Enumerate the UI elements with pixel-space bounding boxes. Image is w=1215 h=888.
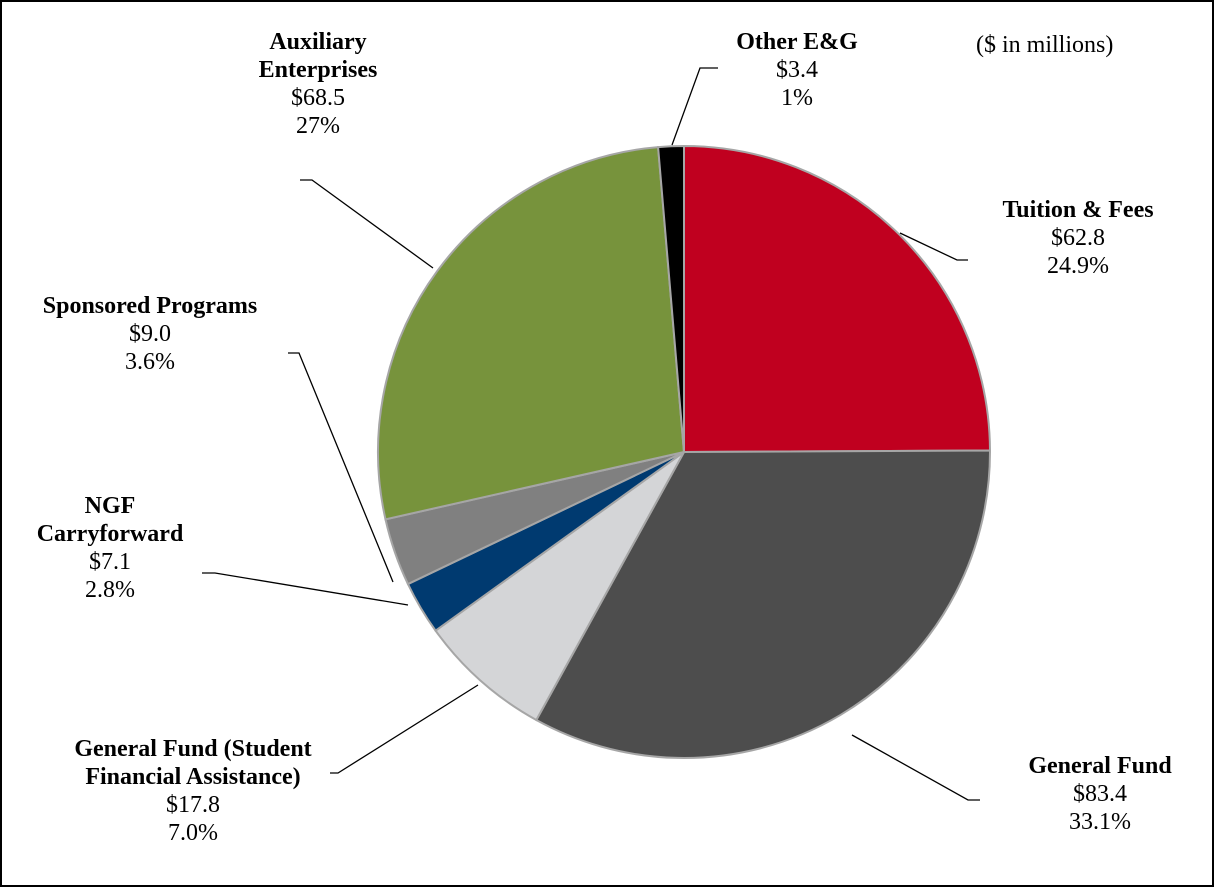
slice-label: General Fund (Student Financial Assistan… bbox=[43, 735, 343, 847]
category-label: Other E&G bbox=[736, 29, 858, 55]
subtitle: ($ in millions) bbox=[976, 32, 1114, 58]
pie-slice bbox=[657, 144, 685, 453]
category-label: NGF Carryforward bbox=[36, 493, 184, 547]
value-label: $7.1 bbox=[89, 549, 131, 575]
percent-label: 2.8% bbox=[85, 577, 135, 603]
leader-line bbox=[899, 232, 968, 261]
value-label: $62.8 bbox=[1051, 225, 1105, 251]
pie-slice bbox=[534, 449, 991, 759]
percent-label: 7.0% bbox=[168, 820, 218, 846]
pie-slice bbox=[377, 146, 686, 521]
slice-label: General Fund $83.4 33.1% bbox=[990, 752, 1210, 836]
value-label: $68.5 bbox=[291, 85, 345, 111]
percent-label: 33.1% bbox=[1069, 809, 1131, 835]
value-label: $83.4 bbox=[1073, 781, 1127, 807]
leader-line bbox=[330, 684, 479, 774]
leader-line bbox=[851, 734, 980, 801]
slice-label: Other E&G $3.4 1% bbox=[697, 28, 897, 112]
percent-label: 24.9% bbox=[1047, 253, 1109, 279]
leader-line bbox=[671, 67, 718, 146]
slice-label: Sponsored Programs $9.0 3.6% bbox=[5, 292, 295, 376]
category-label: General Fund (Student Financial Assistan… bbox=[74, 736, 312, 790]
category-label: Auxiliary Enterprises bbox=[258, 29, 378, 83]
category-label: Sponsored Programs bbox=[42, 293, 258, 319]
pie-slice bbox=[683, 144, 992, 454]
value-label: $9.0 bbox=[129, 321, 171, 347]
pie-slice bbox=[434, 451, 685, 722]
category-label: General Fund bbox=[1028, 753, 1172, 779]
value-label: $17.8 bbox=[166, 792, 220, 818]
leader-line bbox=[288, 352, 394, 583]
leader-line bbox=[300, 179, 434, 269]
percent-label: 27% bbox=[296, 113, 340, 139]
category-label: Tuition & Fees bbox=[1002, 197, 1154, 223]
leader-line bbox=[202, 572, 409, 606]
slice-label: Auxiliary Enterprises $68.5 27% bbox=[243, 28, 393, 140]
slice-label: Tuition & Fees $62.8 24.9% bbox=[968, 196, 1188, 280]
slice-label: NGF Carryforward $7.1 2.8% bbox=[35, 492, 185, 604]
percent-label: 3.6% bbox=[125, 349, 175, 375]
percent-label: 1% bbox=[781, 85, 813, 111]
value-label: $3.4 bbox=[776, 57, 818, 83]
